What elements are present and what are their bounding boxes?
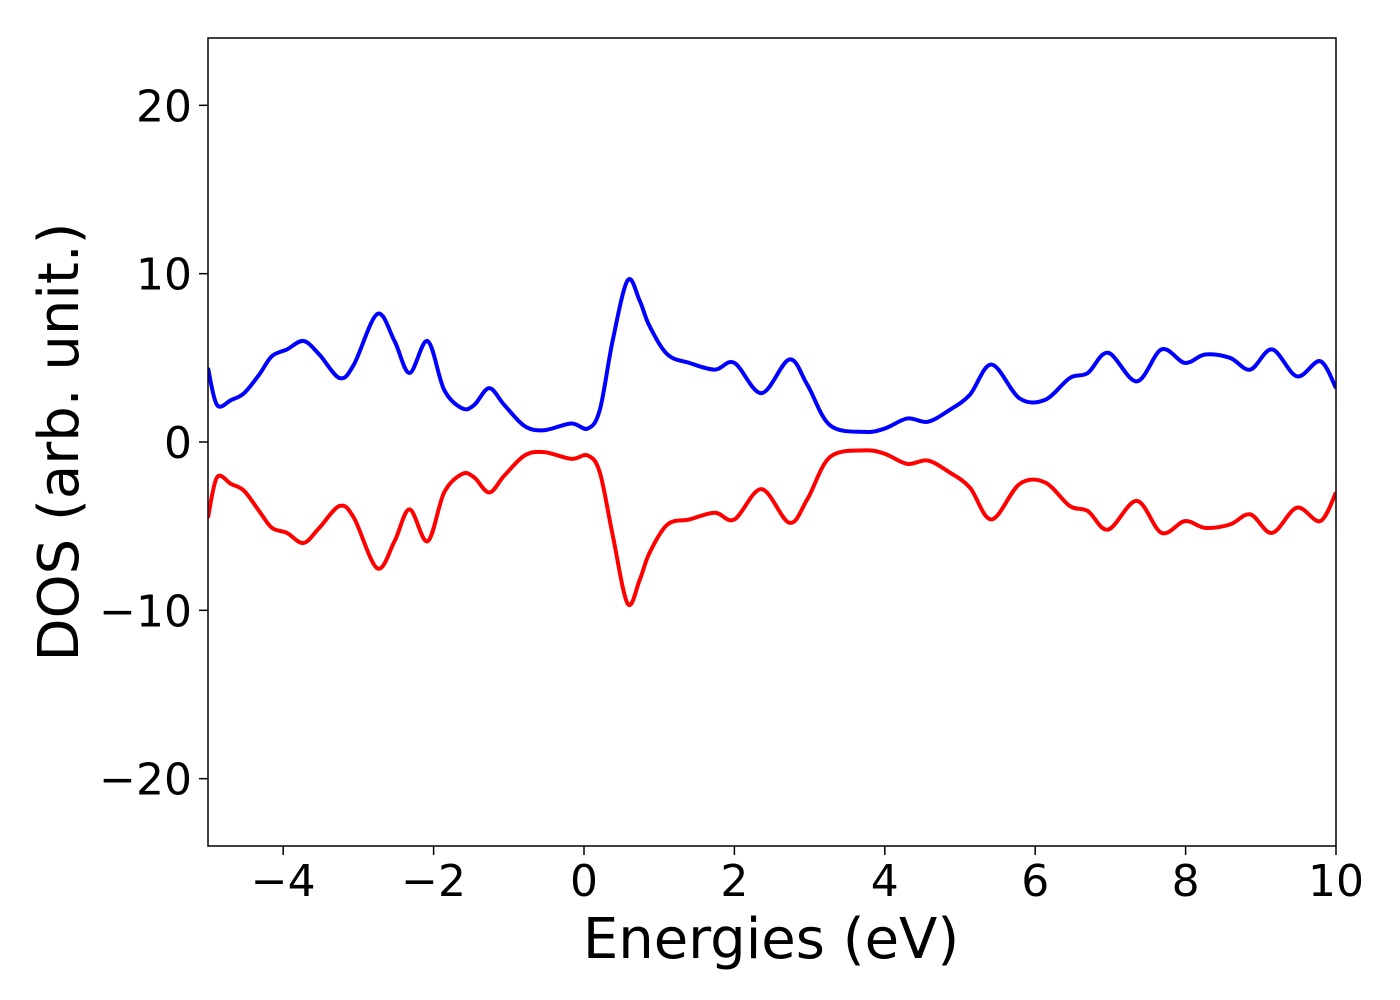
y-tick-label: −20 (99, 755, 192, 806)
y-tick-label: 0 (164, 418, 192, 469)
y-axis-label: DOS (arb. unit.) (27, 222, 92, 661)
x-tick-label: 6 (1021, 856, 1049, 907)
x-axis-label: Energies (eV) (583, 907, 959, 972)
x-tick-label: 0 (570, 856, 598, 907)
x-tick-label: 8 (1172, 856, 1200, 907)
x-tick-label: 2 (720, 856, 748, 907)
x-tick-label: 10 (1308, 856, 1364, 907)
data-line (208, 448, 1336, 608)
y-tick-label: 10 (136, 250, 192, 301)
y-tick-label: 20 (136, 81, 192, 132)
x-tick-label: −2 (401, 856, 466, 907)
data-line (208, 277, 1336, 435)
y-tick-label: −10 (99, 586, 192, 637)
x-tick-label: 4 (871, 856, 899, 907)
x-tick-label: −4 (251, 856, 316, 907)
plot-frame (207, 37, 1337, 847)
